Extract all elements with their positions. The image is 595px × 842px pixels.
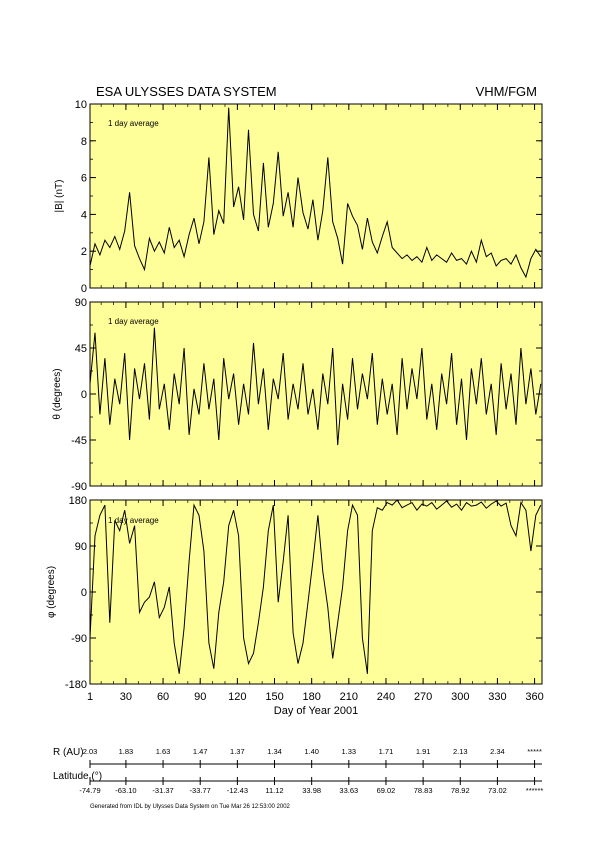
r-au-value: 1.34 <box>267 747 282 756</box>
latitude-label: Latitude (°) <box>53 771 102 782</box>
latitude-value: 11.12 <box>265 786 283 795</box>
header-right-title: VHM/FGM <box>476 84 537 99</box>
x-tick-label: 1 <box>87 691 93 703</box>
ephemeris-table: R (AU) Latitude (°) 2.03 1.83 1.63 1.47 1.37… <box>53 747 543 795</box>
r-au-value: 2.13 <box>453 747 468 756</box>
r-au-value: 1.83 <box>119 747 134 756</box>
r-au-value: 1.91 <box>416 747 431 756</box>
theta-series-line <box>89 327 542 446</box>
magnitude-y-tick-label: 2 <box>81 246 87 258</box>
latitude-value: -74.79 <box>79 786 100 795</box>
phi-y-tick-label: -90 <box>71 633 87 645</box>
x-tick-label: 210 <box>340 691 358 703</box>
magnitude-y-tick-label: 8 <box>81 136 87 148</box>
phi-y-tick-label: 90 <box>75 541 87 553</box>
x-axis-label: Day of Year 2001 <box>274 705 358 717</box>
phi-y-tick-label: -180 <box>65 679 87 691</box>
magnitude-annotation: 1 day average <box>108 119 159 128</box>
x-tick-label: 90 <box>194 691 206 703</box>
latitude-value: 69.02 <box>377 786 396 795</box>
magnitude-panel: 1 day average |B| (nT) 0 2 4 6 8 10 <box>54 99 543 295</box>
magnitude-y-tick-label: 6 <box>81 173 87 185</box>
magnitude-series-line <box>89 107 542 279</box>
x-axis-ticks: 1 30 60 90 120 150 180 210 240 270 300 330 360 <box>87 691 544 703</box>
phi-y-tick-label: 180 <box>69 495 87 507</box>
theta-annotation: 1 day average <box>108 317 159 326</box>
x-tick-label: 120 <box>228 691 246 703</box>
latitude-value: -33.77 <box>190 786 211 795</box>
magnitude-y-tick-label: 4 <box>81 209 87 221</box>
phi-series-line <box>89 499 542 674</box>
theta-y-tick-label: 0 <box>81 389 87 401</box>
latitude-value: ****** <box>526 786 544 795</box>
theta-y-tick-label: 90 <box>75 297 87 309</box>
r-au-value: 1.71 <box>379 747 394 756</box>
generated-footer: Generated from IDL by Ulysses Data Syste… <box>90 804 291 810</box>
phi-annotation: 1 day average <box>108 516 159 525</box>
x-tick-label: 270 <box>414 691 432 703</box>
x-tick-label: 150 <box>265 691 283 703</box>
x-tick-label: 60 <box>157 691 169 703</box>
latitude-value: 33.98 <box>302 786 321 795</box>
magnitude-y-tick-label: 0 <box>81 283 87 295</box>
theta-y-tick-label: -45 <box>71 435 87 447</box>
phi-y-tick-label: 0 <box>81 587 87 599</box>
latitude-value: -31.37 <box>152 786 173 795</box>
header-left-title: ESA ULYSSES DATA SYSTEM <box>96 84 277 99</box>
theta-panel-background <box>89 301 543 487</box>
x-tick-label: 180 <box>302 691 320 703</box>
r-au-value: 1.63 <box>156 747 171 756</box>
magnitude-y-tick-label: 10 <box>75 99 87 111</box>
x-tick-label: 300 <box>451 691 469 703</box>
x-tick-label: 30 <box>120 691 132 703</box>
r-au-value: 1.40 <box>304 747 319 756</box>
r-au-value: 2.34 <box>490 747 505 756</box>
theta-y-tick-label: 45 <box>75 343 87 355</box>
latitude-value: 33.63 <box>339 786 358 795</box>
latitude-value: -12.43 <box>227 786 248 795</box>
r-au-value: 1.47 <box>193 747 208 756</box>
r-au-value: ***** <box>527 747 542 756</box>
phi-y-axis-label: φ (degrees) <box>46 566 57 618</box>
x-tick-label: 330 <box>488 691 506 703</box>
r-au-value: 1.37 <box>230 747 245 756</box>
latitude-value: 78.83 <box>414 786 433 795</box>
theta-y-tick-label: -90 <box>71 481 87 493</box>
theta-y-axis-label: θ (degrees) <box>52 368 63 419</box>
x-tick-label: 360 <box>525 691 543 703</box>
latitude-value: 78.92 <box>451 786 470 795</box>
magnitude-panel-background <box>89 103 543 289</box>
r-au-label: R (AU) <box>53 747 84 758</box>
r-au-value: 2.03 <box>83 747 98 756</box>
latitude-value: 73.02 <box>488 786 507 795</box>
phi-panel: 1 day average φ (degrees) -180 -90 0 90 180 <box>46 495 543 691</box>
magnitude-y-axis-label: |B| (nT) <box>54 180 65 213</box>
theta-panel: 1 day average θ (degrees) -90 -45 0 45 90 <box>52 297 543 493</box>
r-au-value: 1.33 <box>342 747 357 756</box>
phi-panel-background <box>89 499 543 685</box>
latitude-value: -63.10 <box>115 786 136 795</box>
x-tick-label: 240 <box>377 691 395 703</box>
